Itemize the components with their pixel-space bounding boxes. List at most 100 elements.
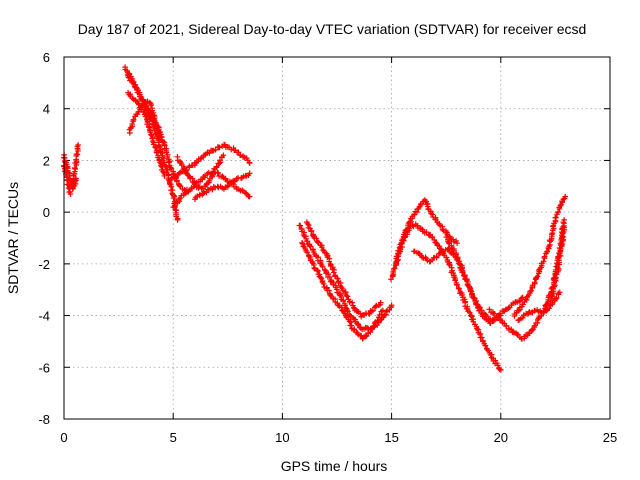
grid: [64, 57, 610, 419]
data-point: [510, 328, 516, 335]
data-point: [562, 193, 569, 200]
data-point: [354, 308, 361, 315]
data-point: [351, 326, 358, 332]
data-point: [343, 292, 350, 299]
data-point: [304, 238, 311, 244]
data-point: [552, 282, 558, 289]
data-point: [156, 143, 162, 149]
y-tick-label: -8: [38, 412, 50, 427]
data-point: [314, 267, 320, 273]
data-point: [528, 288, 535, 294]
data-point: [125, 74, 132, 81]
x-tick-label: 25: [603, 430, 617, 445]
data-point: [479, 334, 485, 341]
x-tick-label: 0: [60, 430, 67, 445]
y-axis-label: SDTVAR / TECUs: [5, 182, 21, 294]
y-tick-label: 6: [43, 50, 50, 65]
data-point: [64, 164, 70, 170]
data-point: [220, 152, 227, 159]
data-point: [246, 160, 253, 166]
data-point: [319, 263, 326, 270]
x-tick-label: 10: [275, 430, 289, 445]
data-point: [75, 142, 81, 148]
data-point: [150, 110, 157, 116]
data-point: [391, 266, 397, 272]
data-point: [372, 303, 379, 310]
data-point: [553, 214, 559, 221]
data-point: [531, 322, 538, 329]
data-point: [370, 307, 376, 314]
data-point: [553, 295, 560, 301]
data-point: [388, 302, 395, 309]
data-point: [459, 269, 466, 275]
data-point: [186, 163, 193, 169]
x-axis-label: GPS time / hours: [281, 458, 388, 474]
data-point: [139, 97, 145, 104]
data-point: [443, 254, 450, 261]
y-tick-label: 0: [43, 205, 50, 220]
y-tick-label: 4: [43, 102, 50, 117]
data-point: [206, 150, 213, 156]
data-point: [554, 264, 561, 271]
data-point: [215, 170, 222, 176]
data-point: [443, 234, 450, 240]
data-point: [531, 279, 538, 285]
data-point: [433, 240, 440, 246]
data-point: [336, 290, 342, 296]
data-point: [327, 274, 333, 280]
data-point: [496, 366, 503, 372]
y-tick-label: -4: [38, 309, 50, 324]
data-point: [364, 324, 370, 331]
data-point: [534, 273, 541, 280]
data-point: [561, 217, 567, 223]
data-point: [498, 367, 504, 373]
data-point: [153, 149, 160, 156]
data-point: [515, 307, 522, 314]
data-point: [305, 253, 312, 259]
data-point: [167, 165, 174, 171]
data-point: [482, 342, 489, 349]
data-point: [213, 163, 220, 170]
data-point: [73, 175, 79, 182]
data-point: [219, 173, 226, 179]
data-point: [455, 285, 462, 291]
data-point: [72, 165, 78, 171]
x-tick-label: 5: [170, 430, 177, 445]
data-point: [473, 301, 480, 308]
data-point: [216, 160, 223, 167]
data-point: [533, 274, 540, 281]
data-point: [454, 282, 460, 288]
data-point: [212, 146, 219, 153]
data-point: [349, 299, 355, 306]
data-point: [152, 144, 159, 151]
data-point: [306, 242, 313, 249]
data-point: [176, 196, 182, 202]
y-tick-label: -2: [38, 257, 50, 272]
data-point: [174, 217, 181, 223]
data-point: [432, 216, 439, 223]
data-point: [394, 253, 401, 260]
data-point: [311, 265, 317, 271]
data-point: [464, 277, 470, 284]
data-point: [344, 293, 351, 300]
data-point: [308, 227, 315, 234]
data-point: [446, 261, 452, 268]
data-point: [391, 265, 398, 271]
data-point: [304, 249, 311, 256]
data-point: [246, 170, 253, 177]
data-point: [129, 121, 136, 127]
data-point: [558, 242, 565, 248]
data-point: [386, 307, 393, 313]
data-point: [299, 241, 306, 247]
data-point: [459, 292, 465, 298]
data-point: [203, 189, 210, 196]
data-point: [377, 299, 384, 306]
data-point: [540, 258, 547, 265]
data-point: [155, 129, 161, 136]
data-point: [546, 305, 553, 312]
plot-frame: [63, 56, 611, 420]
tick-labels: 0 5 10 15 20 25 -8 -6 -4 -2 0 2 4 6: [38, 50, 617, 445]
data-point: [338, 304, 345, 311]
data-point: [375, 317, 381, 324]
